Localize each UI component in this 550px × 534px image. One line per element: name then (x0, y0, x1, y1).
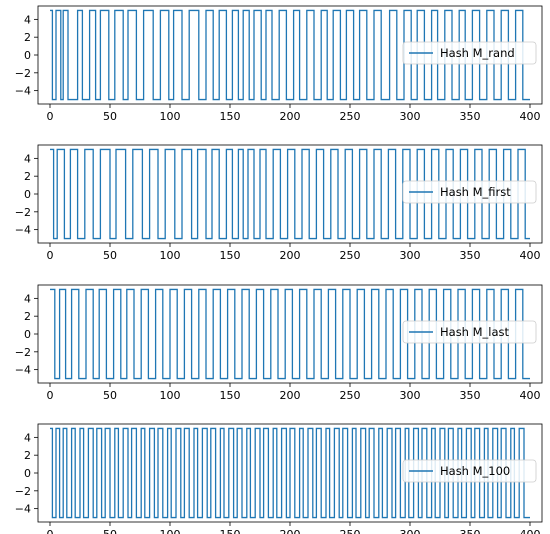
x-tick-label: 150 (220, 528, 241, 534)
x-tick-label: 350 (460, 528, 481, 534)
x-tick-label: 50 (103, 528, 117, 534)
y-tick-label: −2 (15, 206, 31, 219)
legend: Hash M_last (402, 320, 537, 344)
x-tick-label: 0 (47, 249, 54, 262)
legend-box (402, 320, 537, 344)
x-tick-label: 400 (520, 389, 541, 402)
x-tick-label: 150 (220, 110, 241, 123)
x-tick-label: 250 (340, 389, 361, 402)
x-tick-label: 400 (520, 249, 541, 262)
legend-label: Hash M_rand (440, 46, 515, 60)
x-tick-label: 50 (103, 249, 117, 262)
subplot-1: 4 2 0 −2 −4 0 50 100 150 200 250 300 350 400 Hash M_ra… (15, 5, 543, 123)
y-tick-label: −4 (15, 85, 31, 98)
x-tick-label: 150 (220, 389, 241, 402)
y-tick-label: 4 (24, 13, 31, 26)
y-tick-label: 4 (24, 152, 31, 165)
x-tick-label: 250 (340, 249, 361, 262)
y-tick-label: −2 (15, 67, 31, 80)
y-tick-label: −4 (15, 503, 31, 516)
subplot-4: 4 2 0 −2 −4 0 50 100 150 200 250 300 350 400 Hash M_10… (15, 423, 543, 534)
y-tick-label: 0 (24, 467, 31, 480)
x-tick-label: 100 (160, 389, 181, 402)
y-tick-label: −2 (15, 346, 31, 359)
y-tick-label: −2 (15, 485, 31, 498)
x-tick-label: 100 (160, 110, 181, 123)
legend-label: Hash M_last (440, 325, 510, 339)
subplot-2: 4 2 0 −2 −4 0 50 100 150 200 250 300 350 400 Hash M_fi… (15, 144, 543, 262)
x-tick-label: 200 (280, 528, 301, 534)
x-tick-label: 300 (400, 249, 421, 262)
x-tick-label: 50 (103, 110, 117, 123)
legend-label: Hash M_first (440, 185, 511, 199)
x-tick-label: 350 (460, 249, 481, 262)
legend: Hash M_100 (402, 459, 537, 483)
x-tick-label: 350 (460, 389, 481, 402)
x-tick-label: 100 (160, 528, 181, 534)
legend: Hash M_first (402, 180, 537, 204)
y-tick-label: 4 (24, 431, 31, 444)
series-line (50, 148, 530, 240)
series-line (50, 427, 530, 519)
x-tick-label: 200 (280, 389, 301, 402)
legend-box (402, 180, 537, 204)
x-tick-label: 200 (280, 110, 301, 123)
x-tick-label: 250 (340, 110, 361, 123)
x-tick-label: 250 (340, 528, 361, 534)
y-tick-label: 2 (24, 449, 31, 462)
y-tick-label: 0 (24, 49, 31, 62)
legend-label: Hash M_100 (440, 464, 510, 478)
x-tick-label: 350 (460, 110, 481, 123)
y-tick-label: −4 (15, 364, 31, 377)
x-tick-label: 300 (400, 110, 421, 123)
series-line (50, 9, 530, 101)
series-line (50, 288, 530, 380)
legend: Hash M_rand (402, 41, 537, 65)
x-tick-label: 100 (160, 249, 181, 262)
x-tick-label: 0 (47, 389, 54, 402)
x-tick-label: 300 (400, 528, 421, 534)
x-tick-label: 400 (520, 528, 541, 534)
y-tick-label: −4 (15, 224, 31, 237)
legend-box (402, 41, 537, 65)
y-tick-label: 2 (24, 31, 31, 44)
x-tick-label: 150 (220, 249, 241, 262)
y-tick-label: 0 (24, 328, 31, 341)
x-tick-label: 0 (47, 110, 54, 123)
legend-box (402, 459, 537, 483)
y-tick-label: 4 (24, 292, 31, 305)
x-tick-label: 300 (400, 389, 421, 402)
x-tick-label: 200 (280, 249, 301, 262)
y-tick-label: 2 (24, 170, 31, 183)
x-tick-label: 0 (47, 528, 54, 534)
x-tick-label: 400 (520, 110, 541, 123)
y-tick-label: 2 (24, 310, 31, 323)
x-tick-label: 50 (103, 389, 117, 402)
subplot-3: 4 2 0 −2 −4 0 50 100 150 200 250 300 350 400 Hash M_la… (15, 284, 543, 402)
y-tick-label: 0 (24, 188, 31, 201)
